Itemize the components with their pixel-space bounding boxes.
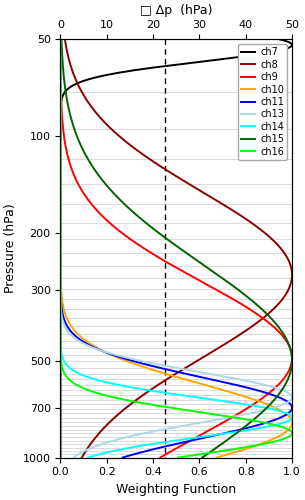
ch13 [72, 454, 75, 460]
ch10 [215, 454, 218, 460]
ch8 [188, 362, 191, 368]
ch7 [59, 370, 62, 376]
ch16 [60, 362, 63, 368]
ch13 [59, 36, 62, 43]
ch14 [59, 206, 62, 212]
ch9 [59, 36, 62, 43]
ch7 [59, 324, 62, 330]
ch11 [148, 362, 152, 368]
Line: ch16: ch16 [60, 40, 292, 458]
ch8 [228, 206, 231, 212]
ch13 [59, 206, 62, 212]
ch11 [121, 454, 124, 460]
ch15 [63, 79, 66, 85]
ch13 [63, 324, 66, 330]
ch14 [76, 370, 80, 376]
ch8 [80, 454, 84, 460]
ch10 [59, 79, 62, 85]
ch14 [59, 220, 62, 226]
ch8 [251, 220, 254, 226]
ch7 [59, 362, 62, 368]
ch10 [59, 206, 62, 212]
ch11 [181, 370, 184, 376]
ch13 [162, 362, 165, 368]
ch8 [75, 79, 79, 85]
ch9 [59, 79, 63, 85]
ch14 [65, 362, 69, 368]
ch7 [278, 36, 282, 43]
ch9 [159, 454, 162, 460]
ch11 [59, 36, 62, 43]
Line: ch9: ch9 [60, 40, 292, 458]
ch8 [63, 36, 67, 43]
ch7 [59, 206, 62, 212]
ch15 [200, 454, 204, 460]
ch16 [177, 454, 180, 460]
ch9 [289, 362, 293, 368]
ch13 [203, 370, 207, 376]
Line: ch14: ch14 [60, 40, 292, 458]
Line: ch13: ch13 [60, 40, 292, 458]
ch16 [59, 324, 62, 330]
Line: ch15: ch15 [62, 40, 292, 458]
ch15 [290, 362, 294, 368]
ch14 [87, 454, 90, 460]
ch7 [59, 454, 62, 460]
ch10 [70, 324, 74, 330]
ch8 [175, 370, 179, 376]
ch15 [60, 36, 63, 43]
ch13 [59, 79, 62, 85]
Y-axis label: Pressure (hPa): Pressure (hPa) [4, 204, 17, 294]
ch16 [59, 220, 62, 226]
ch10 [137, 362, 141, 368]
ch7 [78, 79, 82, 85]
ch15 [289, 370, 292, 376]
Line: ch7: ch7 [60, 40, 292, 458]
ch14 [59, 79, 62, 85]
Line: ch8: ch8 [65, 40, 292, 458]
ch11 [66, 324, 69, 330]
Line: ch11: ch11 [60, 40, 292, 458]
ch16 [59, 206, 62, 212]
ch9 [286, 370, 289, 376]
ch9 [93, 206, 97, 212]
ch8 [250, 324, 254, 330]
ch7 [59, 220, 62, 226]
ch13 [59, 220, 62, 226]
ch10 [59, 220, 62, 226]
ch14 [59, 36, 62, 43]
X-axis label: □ Δp  (hPa): □ Δp (hPa) [140, 4, 213, 17]
ch15 [276, 324, 280, 330]
ch11 [59, 206, 62, 212]
ch10 [59, 36, 62, 43]
ch11 [59, 79, 62, 85]
ch11 [59, 220, 62, 226]
ch9 [109, 220, 112, 226]
ch16 [59, 79, 62, 85]
ch16 [62, 370, 66, 376]
Legend: ch7, ch8, ch9, ch10, ch11, ch13, ch14, ch15, ch16: ch7, ch8, ch9, ch10, ch11, ch13, ch14, c… [238, 44, 287, 160]
ch15 [145, 220, 149, 226]
ch14 [59, 324, 62, 330]
ch9 [271, 324, 275, 330]
Line: ch10: ch10 [60, 40, 292, 458]
ch15 [127, 206, 131, 212]
ch16 [59, 36, 62, 43]
ch10 [161, 370, 165, 376]
X-axis label: Weighting Function: Weighting Function [116, 483, 236, 496]
